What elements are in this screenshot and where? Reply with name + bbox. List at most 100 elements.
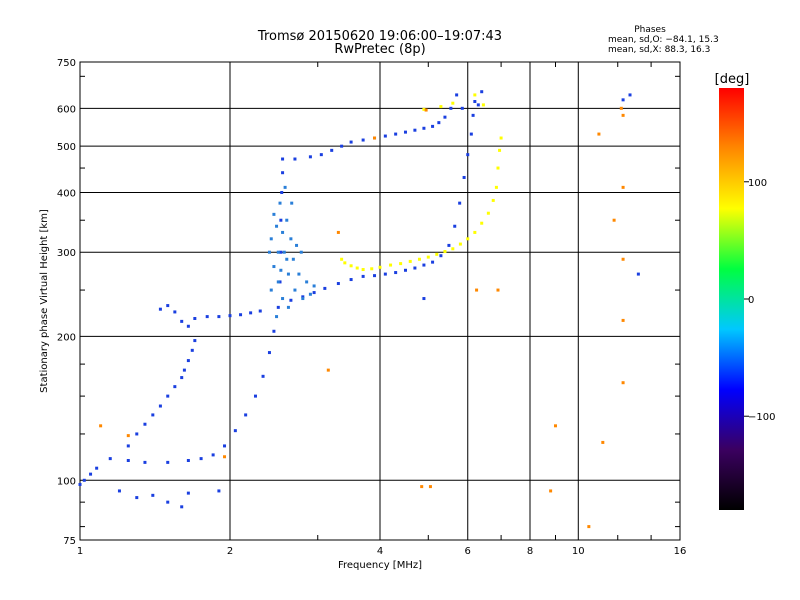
- data-point: [549, 489, 553, 493]
- data-points: [78, 90, 640, 529]
- data-point: [261, 374, 265, 378]
- data-point: [336, 282, 340, 286]
- data-point: [462, 175, 466, 179]
- data-point: [186, 359, 190, 363]
- data-point: [453, 224, 457, 228]
- data-point: [449, 106, 453, 110]
- data-point: [275, 315, 279, 319]
- data-point: [422, 297, 426, 301]
- data-point: [276, 280, 280, 284]
- series-spread-f-cluster: [267, 185, 316, 319]
- data-point: [193, 316, 197, 320]
- data-point: [473, 93, 477, 97]
- data-point: [621, 381, 625, 385]
- colorbar-tick-label: 0: [748, 295, 754, 306]
- data-point: [286, 272, 290, 276]
- x-tick-label: 4: [377, 546, 383, 557]
- data-point: [223, 444, 227, 448]
- data-point: [297, 272, 301, 276]
- y-axis-label: Stationary phase Virtual Height [km]: [39, 209, 50, 393]
- data-point: [278, 201, 282, 205]
- y-tick-label: 600: [57, 104, 76, 115]
- data-point: [267, 250, 271, 254]
- data-point: [476, 103, 480, 107]
- series-x-mode-trace: [340, 93, 503, 272]
- data-point: [481, 103, 485, 107]
- data-point: [186, 324, 190, 328]
- data-point: [496, 166, 500, 170]
- data-point: [394, 132, 398, 136]
- data-point: [228, 314, 232, 318]
- data-point: [158, 307, 162, 311]
- data-point: [258, 309, 262, 313]
- data-point: [275, 224, 279, 228]
- phase-stats-o: mean, sd,O: −84.1, 15.3: [608, 35, 719, 45]
- data-point: [475, 288, 479, 292]
- data-point: [455, 93, 459, 97]
- data-point: [233, 429, 237, 433]
- data-point: [276, 250, 280, 254]
- data-point: [553, 424, 557, 428]
- data-point: [239, 313, 243, 317]
- data-point: [186, 491, 190, 495]
- data-point: [621, 113, 625, 117]
- data-point: [370, 267, 374, 271]
- data-point: [621, 185, 625, 189]
- data-point: [126, 434, 130, 438]
- phase-stats-title: Phases: [634, 25, 666, 35]
- data-point: [301, 297, 305, 301]
- data-point: [143, 422, 147, 426]
- data-point: [276, 305, 280, 309]
- x-tick-label: 6: [465, 546, 471, 557]
- data-point: [267, 351, 271, 355]
- data-point: [458, 242, 462, 246]
- x-tick-label: 2: [227, 546, 233, 557]
- data-point: [186, 458, 190, 462]
- data-point: [278, 280, 282, 284]
- data-point: [199, 457, 203, 461]
- data-point: [281, 297, 285, 301]
- data-point: [89, 472, 93, 476]
- data-point: [285, 257, 289, 261]
- data-point: [281, 157, 285, 161]
- x-tick-label: 1: [77, 546, 83, 557]
- data-point: [308, 292, 312, 296]
- data-point: [330, 148, 334, 152]
- data-point: [498, 148, 502, 152]
- data-point: [272, 265, 276, 269]
- data-point: [99, 424, 103, 428]
- data-point: [173, 310, 177, 314]
- data-point: [471, 113, 475, 117]
- data-point: [413, 266, 417, 270]
- data-point: [299, 250, 303, 254]
- data-point: [269, 237, 273, 241]
- data-point: [422, 126, 426, 130]
- data-point: [408, 259, 412, 263]
- data-point: [636, 272, 640, 276]
- data-point: [435, 252, 439, 256]
- data-point: [295, 243, 299, 247]
- data-point: [282, 250, 286, 254]
- data-point: [587, 525, 591, 529]
- data-point: [285, 218, 289, 222]
- data-point: [182, 368, 186, 372]
- data-point: [272, 212, 276, 216]
- data-point: [340, 144, 344, 148]
- data-point: [211, 453, 215, 457]
- data-point: [283, 185, 287, 189]
- data-point: [126, 444, 130, 448]
- colorbar-ticks: 100 0 −100: [744, 178, 775, 423]
- y-tick-label: 400: [57, 188, 76, 199]
- data-point: [480, 221, 484, 225]
- data-point: [151, 493, 155, 497]
- x-tick-label: 16: [674, 546, 687, 557]
- data-point: [373, 136, 377, 140]
- data-point: [621, 98, 625, 102]
- data-point: [180, 376, 184, 380]
- data-point: [361, 268, 365, 272]
- data-point: [269, 288, 273, 292]
- data-point: [621, 257, 625, 261]
- data-point: [428, 485, 432, 489]
- data-point: [158, 404, 162, 408]
- data-point: [349, 278, 353, 282]
